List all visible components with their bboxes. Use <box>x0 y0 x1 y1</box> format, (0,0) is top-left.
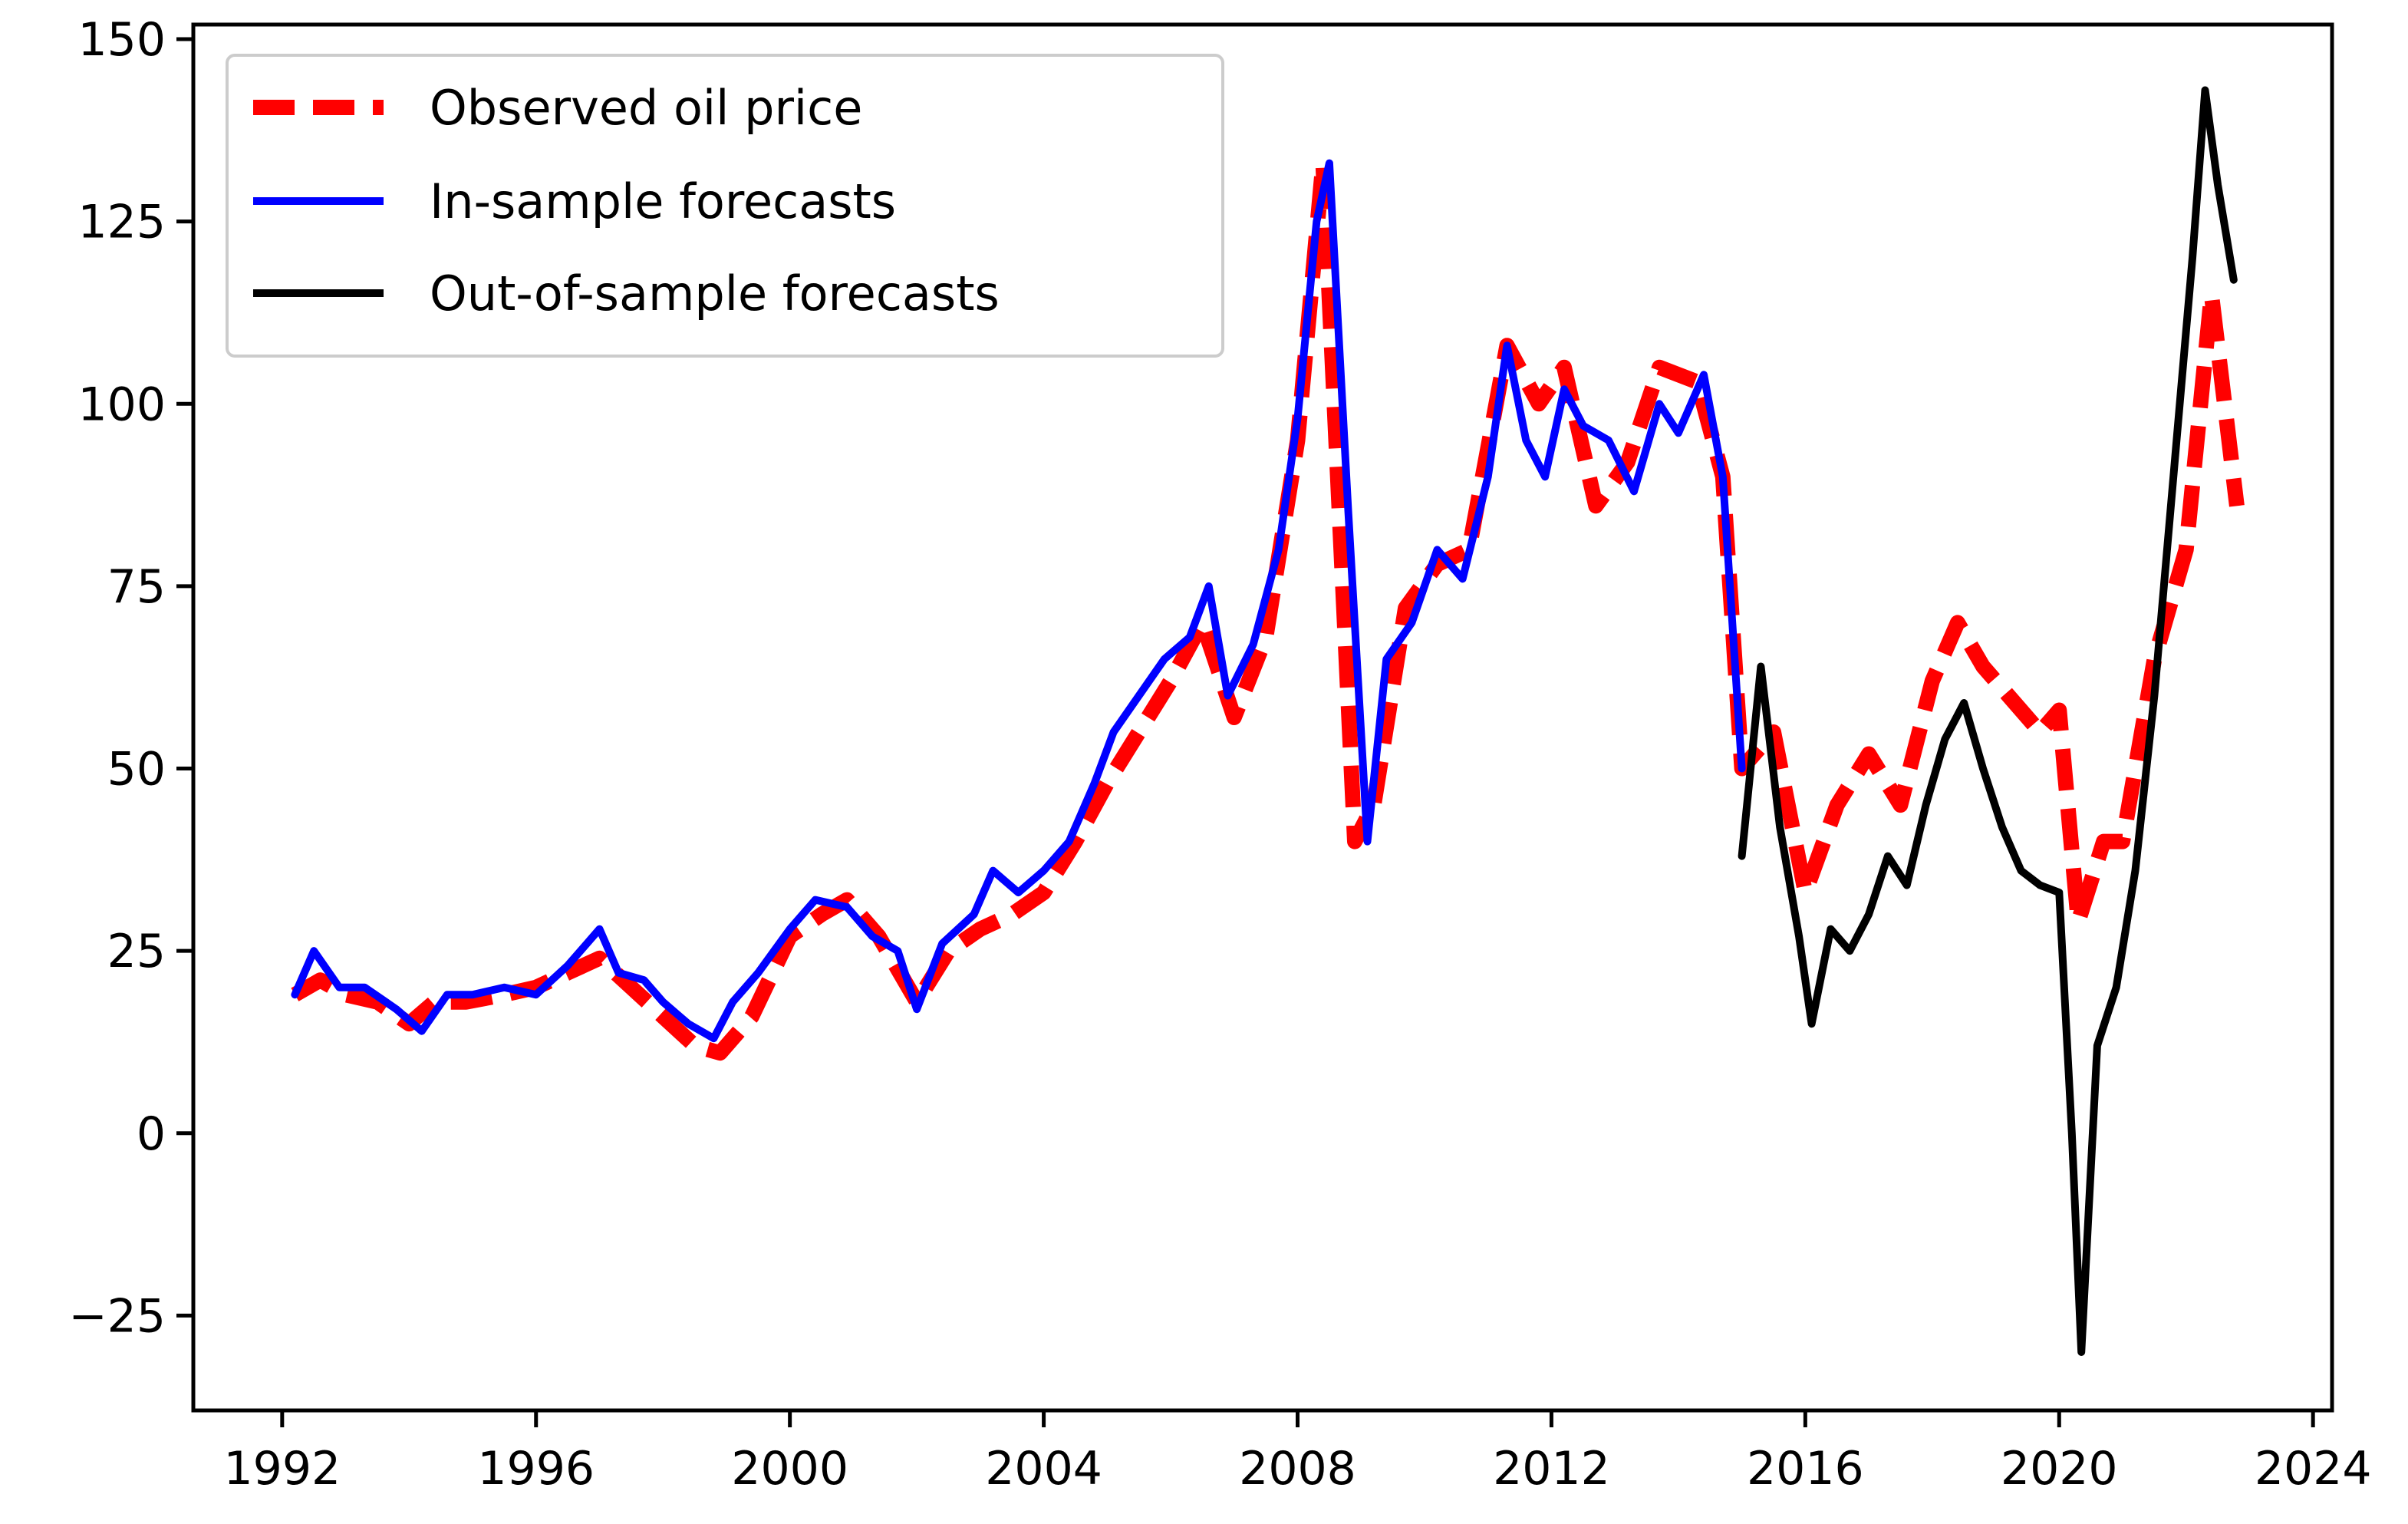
y-tick-label: 100 <box>77 378 166 431</box>
x-tick-label: 2008 <box>1239 1442 1356 1496</box>
plot-frame <box>191 22 2334 1413</box>
legend-label-observed: Observed oil price <box>430 80 862 136</box>
legend-box <box>226 54 1224 358</box>
x-tick-label: 2004 <box>985 1442 1102 1496</box>
legend-label-in-sample: In-sample forecasts <box>430 173 896 229</box>
x-tick-label: 1996 <box>477 1442 595 1496</box>
legend: Observed oil price In-sample forecasts O… <box>226 54 1224 358</box>
x-tick-label: 1992 <box>223 1442 341 1496</box>
y-axis: 150 125 100 75 50 25 0 −25 <box>68 13 193 1343</box>
y-tick-label: 75 <box>107 560 166 614</box>
y-tick-label: 150 <box>77 13 166 67</box>
series-line-out-of-sample-forecasts <box>1738 86 2238 1356</box>
x-tick-label: 2012 <box>1493 1442 1610 1496</box>
series-layer <box>291 86 2245 1356</box>
x-tick-label: 2016 <box>1747 1442 1864 1496</box>
y-tick-label: 0 <box>137 1107 166 1161</box>
y-tick-label: −25 <box>68 1289 166 1343</box>
series-line-in-sample-forecasts <box>291 159 1746 1043</box>
y-tick-label: 125 <box>77 196 166 249</box>
legend-label-out-of-sample: Out-of-sample forecasts <box>430 266 1000 322</box>
y-tick-label: 50 <box>107 743 166 797</box>
x-tick-label: 2000 <box>731 1442 848 1496</box>
x-tick-label: 2024 <box>2255 1442 2372 1496</box>
y-tick-label: 25 <box>107 925 166 978</box>
x-axis: 1992 1996 2000 2004 2008 2012 2016 2020 2024 <box>223 1410 2372 1496</box>
x-tick-label: 2020 <box>2001 1442 2118 1496</box>
